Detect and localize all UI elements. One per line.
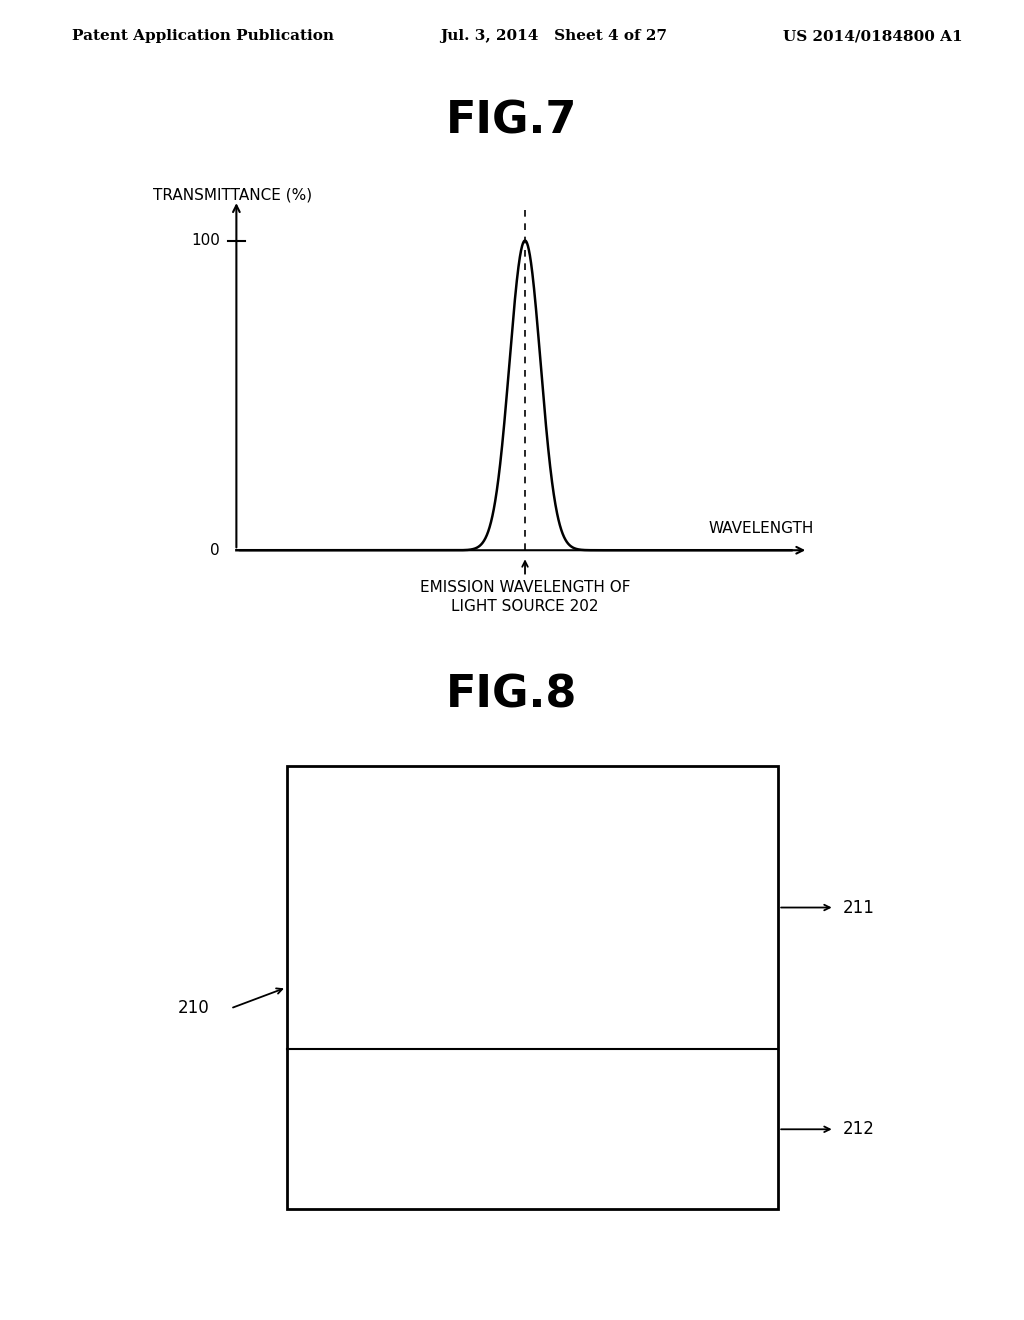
Text: Jul. 3, 2014   Sheet 4 of 27: Jul. 3, 2014 Sheet 4 of 27	[440, 29, 668, 44]
Text: FIG.8: FIG.8	[446, 673, 578, 717]
Text: 0: 0	[210, 543, 220, 558]
Text: WAVELENGTH: WAVELENGTH	[709, 521, 813, 536]
Text: US 2014/0184800 A1: US 2014/0184800 A1	[783, 29, 963, 44]
Text: FIG.7: FIG.7	[446, 99, 578, 143]
Text: Patent Application Publication: Patent Application Publication	[72, 29, 334, 44]
Text: EMISSION WAVELENGTH OF
LIGHT SOURCE 202: EMISSION WAVELENGTH OF LIGHT SOURCE 202	[420, 579, 630, 614]
Text: 210: 210	[178, 999, 210, 1018]
Text: 211: 211	[843, 899, 874, 916]
Text: 212: 212	[843, 1121, 874, 1138]
Text: 100: 100	[190, 234, 220, 248]
Text: TRANSMITTANCE (%): TRANSMITTANCE (%)	[154, 187, 312, 203]
Bar	[287, 766, 778, 1209]
